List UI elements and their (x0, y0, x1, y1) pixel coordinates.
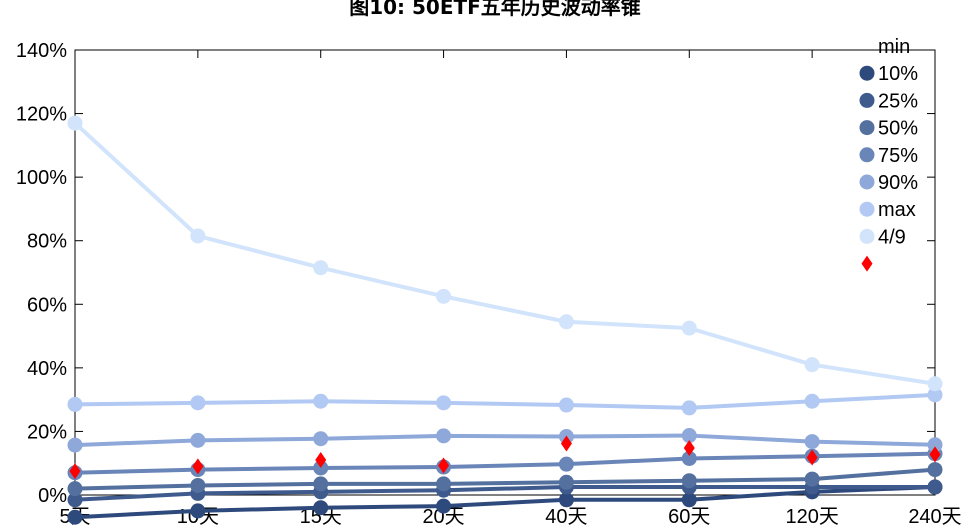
data-point (313, 431, 329, 447)
y-tick-label: 100% (16, 167, 67, 189)
data-point (313, 260, 329, 276)
data-point (927, 376, 943, 392)
data-point (927, 479, 943, 495)
data-point (67, 115, 83, 131)
legend: min 10% 25% 50% 75% 90% max 4/9 (859, 36, 918, 272)
x-tick-label: 40天 (545, 506, 587, 526)
legend-swatch (859, 92, 875, 108)
data-point (804, 471, 820, 487)
data-point (67, 437, 83, 453)
data-point (190, 395, 206, 411)
legend-label: min (878, 36, 910, 58)
y-tick-label: 120% (16, 104, 67, 126)
x-tick-label: 240天 (908, 506, 961, 526)
legend-label: max (878, 199, 916, 221)
legend-label: 75% (878, 145, 918, 167)
legend-swatch (859, 228, 875, 244)
data-point (681, 428, 697, 444)
y-tick-label: 20% (27, 421, 67, 443)
legend-label: 25% (878, 90, 918, 112)
data-point (558, 474, 574, 490)
data-point (927, 437, 943, 453)
data-point (804, 357, 820, 373)
data-point-diamond (806, 449, 818, 466)
data-point (313, 500, 329, 516)
x-tick-label: 20天 (422, 506, 464, 526)
legend-swatch (859, 147, 875, 163)
data-point (681, 450, 697, 466)
plot-frame (74, 49, 936, 496)
series-line-1 (74, 485, 935, 502)
legend-label: 10% (878, 63, 918, 85)
series-line-4 (74, 433, 936, 448)
data-point-diamond (929, 446, 941, 463)
chart-title: 图10: 50ETF五年历史波动率锥 (349, 0, 641, 19)
data-point (681, 320, 697, 336)
legend-swatch (859, 65, 875, 81)
x-tick-label: 120天 (785, 506, 838, 526)
data-point (927, 387, 943, 403)
legend-label: 4/9 (878, 226, 906, 248)
data-point (190, 228, 206, 244)
data-point (927, 462, 943, 478)
y-tick-label: 140% (16, 40, 67, 62)
series-line-6 (73, 121, 936, 386)
data-point-diamond (683, 439, 695, 456)
data-point (681, 473, 697, 489)
data-point (67, 492, 83, 508)
series-line-5 (74, 392, 936, 410)
data-point (67, 481, 83, 497)
data-point (190, 477, 206, 493)
data-point-diamond (438, 457, 450, 474)
data-point (436, 476, 452, 492)
data-point-diamond (315, 452, 327, 469)
data-point (681, 400, 697, 416)
data-point (313, 476, 329, 492)
legend-label: 50% (878, 118, 918, 140)
y-tick-label: 80% (27, 231, 67, 253)
series-line-0 (74, 485, 936, 520)
data-point (436, 288, 452, 304)
legend-swatch (859, 201, 875, 217)
legend-swatch (859, 174, 875, 190)
data-point (190, 503, 206, 519)
data-point (558, 492, 574, 508)
data-point (558, 397, 574, 413)
data-point (804, 434, 820, 450)
data-point (190, 432, 206, 448)
data-point (558, 314, 574, 330)
x-axis: 5天10天15天20天40天60天120天240天 (59, 50, 962, 526)
data-point (67, 396, 83, 412)
y-axis: 0% 20% 40% 60% 80% 100% 120% 140% (16, 40, 935, 507)
data-point (558, 456, 574, 472)
data-point-diamond (192, 458, 204, 475)
data-point (436, 498, 452, 514)
series-line-3 (74, 451, 936, 475)
series-markers (67, 115, 943, 525)
series-line-2 (74, 467, 936, 491)
data-point-diamond (560, 435, 572, 452)
data-point (436, 428, 452, 444)
data-point (804, 393, 820, 409)
y-tick-label: 0% (38, 485, 67, 507)
data-point (681, 492, 697, 508)
data-point (313, 393, 329, 409)
data-point (67, 509, 83, 525)
data-point (436, 395, 452, 411)
legend-label: 90% (878, 172, 918, 194)
y-tick-label: 60% (27, 294, 67, 316)
legend-swatch-diamond (861, 255, 873, 272)
x-tick-label: 15天 (300, 506, 342, 526)
series-lines (73, 121, 936, 520)
x-tick-label: 60天 (668, 506, 710, 526)
y-tick-label: 40% (27, 358, 67, 380)
data-point-diamond (69, 463, 81, 480)
legend-swatch (859, 120, 875, 136)
